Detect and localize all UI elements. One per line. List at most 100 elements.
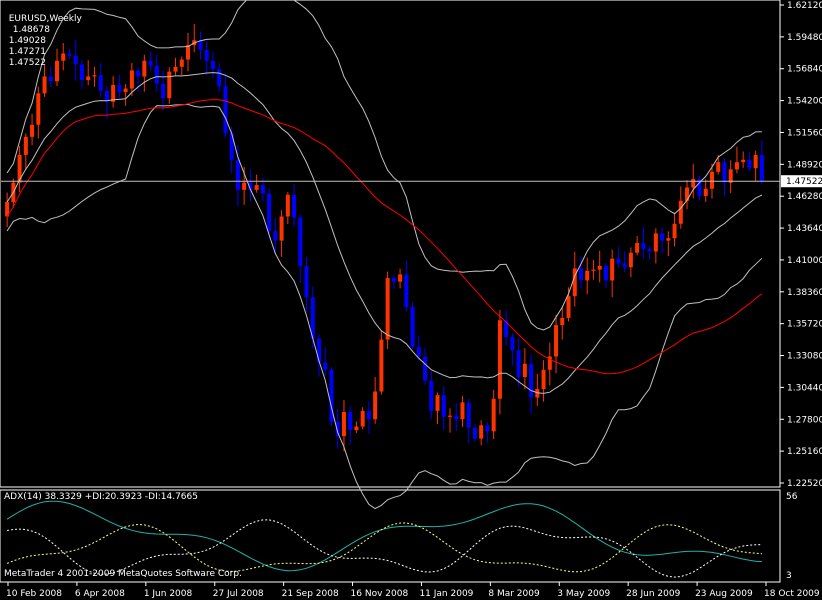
price-tick-label: 1.62120	[787, 1, 822, 11]
price-tick-label: 1.56840	[787, 65, 822, 75]
adx-scale-bottom: 3	[786, 571, 792, 581]
candle-body	[628, 252, 633, 268]
candle-body	[42, 76, 47, 94]
symbol-label: EURUSD,Weekly	[8, 14, 82, 24]
candle-body	[460, 402, 465, 420]
candle-body	[142, 60, 147, 77]
overlays-layer	[6, 0, 763, 510]
candle-body	[304, 265, 309, 298]
chart-header: EURUSD,Weekly 1.48678 1.49028 1.47271 1.…	[3, 3, 82, 69]
time-tick-label: 6 Apr 2008	[75, 589, 125, 599]
price-tick-label: 1.30440	[787, 383, 822, 393]
candle-body	[398, 274, 403, 282]
candle-body	[610, 258, 615, 281]
adx-line	[6, 500, 762, 572]
candle-body	[597, 265, 602, 270]
time-tick-label: 18 Oct 2009	[764, 589, 820, 599]
candle-body	[560, 317, 565, 326]
time-tick-label: 16 Nov 2008	[351, 589, 409, 599]
candle-body	[759, 154, 764, 182]
candle-body	[491, 398, 496, 432]
time-tick-label: 21 Sep 2008	[282, 589, 339, 599]
candle-body	[310, 297, 315, 339]
candle-body	[722, 162, 727, 183]
candle-body	[635, 243, 640, 253]
time-tick-label: 3 May 2009	[557, 589, 610, 599]
current-price-label: 1.47522	[786, 177, 822, 187]
candle-body	[510, 337, 515, 351]
candle-body	[229, 133, 234, 160]
candle-body	[242, 182, 247, 190]
candle-body	[23, 136, 28, 155]
candle-body	[685, 187, 690, 201]
candle-body	[210, 60, 215, 70]
price-tick-label: 1.48920	[787, 160, 822, 170]
candle-body	[98, 75, 103, 91]
candle-body	[578, 268, 583, 281]
candle-body	[697, 179, 702, 196]
candle-body	[92, 75, 97, 77]
price-tick-label: 1.22520	[787, 479, 822, 489]
candle-body	[541, 369, 546, 390]
candle-body	[373, 391, 378, 420]
candle-body	[666, 238, 671, 241]
candle-body	[734, 162, 739, 170]
time-axis: 10 Feb 2008 6 Apr 2008 1 Jun 2008 27 Jul 20…	[6, 582, 820, 599]
candle-body	[111, 84, 116, 102]
candle-body	[572, 268, 577, 297]
candle-body	[254, 185, 259, 190]
candle-body	[161, 83, 166, 99]
candle-body	[497, 320, 502, 399]
candle-body	[447, 415, 452, 417]
candle-body	[435, 395, 440, 411]
candle-body	[248, 182, 253, 190]
time-tick-label: 10 Feb 2008	[6, 589, 62, 599]
candle-body	[104, 90, 109, 102]
candle-body	[61, 53, 66, 61]
candle-body	[55, 60, 60, 82]
candle-body	[173, 66, 178, 72]
candle-body	[30, 124, 35, 137]
price-tick-label: 1.41000	[787, 256, 822, 266]
candle-body	[441, 395, 446, 417]
candle-body	[703, 188, 708, 196]
candle-body	[292, 194, 297, 218]
bollinger-middle-line	[6, 72, 763, 394]
candle-body	[341, 412, 346, 437]
time-tick-label: 11 Jan 2009	[419, 589, 473, 599]
candle-body	[379, 339, 384, 392]
candle-body	[273, 230, 278, 241]
candle-body	[73, 55, 78, 65]
candle-body	[653, 233, 658, 252]
candle-body	[117, 84, 122, 93]
adx-label: ADX(14) 38.3329 +DI:20.3923 -DI:14.7665	[4, 492, 198, 502]
candle-body	[522, 363, 527, 378]
time-tick-label: 1 Jun 2008	[144, 589, 193, 599]
candle-body	[529, 363, 534, 398]
candle-body	[67, 53, 72, 56]
candle-body	[366, 410, 371, 420]
candle-body	[709, 171, 714, 189]
candle-body	[753, 154, 758, 169]
candle-body	[204, 49, 209, 61]
price-axis: 1.62120 1.59480 1.56840 1.54200 1.51560 1.489…	[780, 1, 822, 489]
candle-body	[217, 69, 222, 87]
candle-body	[591, 269, 596, 271]
candle-body	[423, 356, 428, 381]
candle-body	[585, 270, 590, 281]
ohlc-close: 1.47522	[8, 58, 46, 68]
candle-body	[535, 389, 540, 398]
candle-body	[516, 350, 521, 378]
current-price-tag	[781, 175, 822, 188]
time-tick-label: 8 Mar 2009	[488, 589, 540, 599]
current-price-marker: 1.47522	[1, 175, 822, 188]
candle-body	[123, 88, 128, 93]
candle-body	[167, 71, 172, 99]
candle-body	[641, 243, 646, 250]
candle-body	[279, 216, 284, 241]
candle-body	[79, 64, 84, 81]
candle-body	[485, 425, 490, 432]
price-tick-label: 1.38360	[787, 288, 822, 298]
candle-body	[348, 412, 353, 431]
